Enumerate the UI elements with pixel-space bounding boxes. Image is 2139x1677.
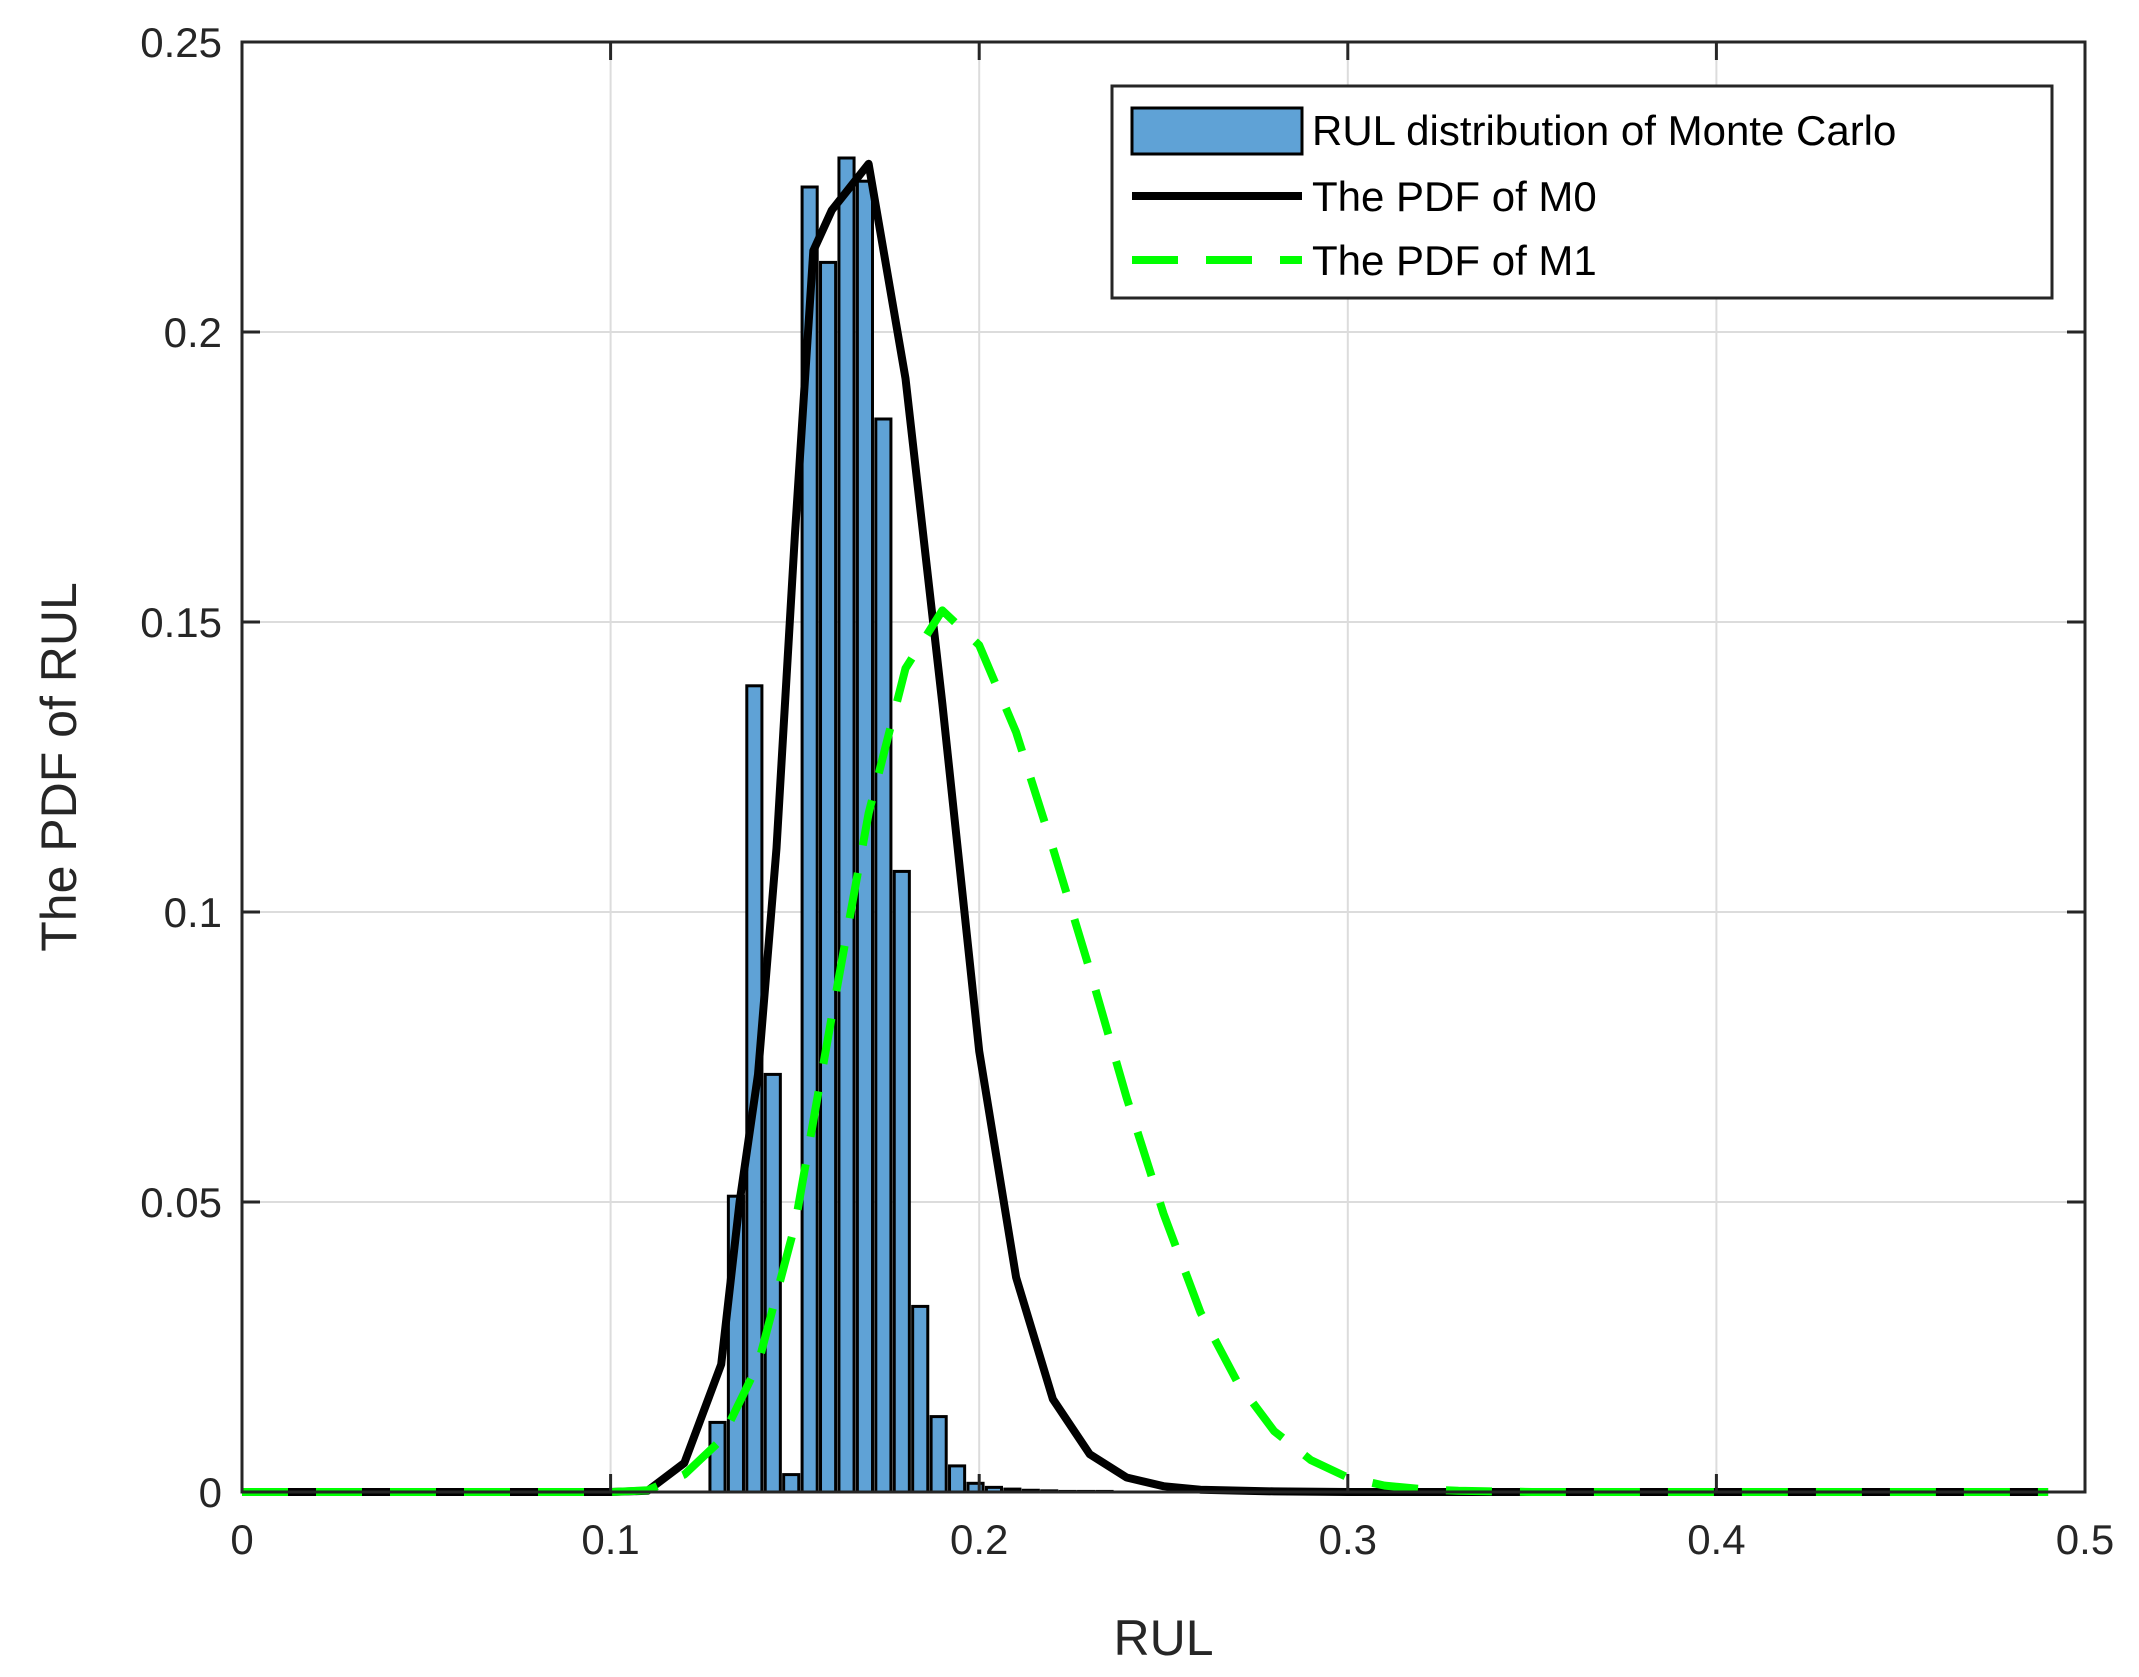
histogram-bar — [763, 1072, 782, 1494]
x-tick-label: 0 — [230, 1516, 253, 1563]
x-axis-label: RUL — [1113, 1610, 1213, 1666]
legend-label-histogram: RUL distribution of Monte Carlo — [1312, 107, 1896, 154]
legend-swatch-histogram — [1130, 106, 1304, 156]
grid-lines — [242, 42, 2085, 1492]
y-tick-label: 0.05 — [140, 1179, 222, 1226]
histogram-bar — [911, 1304, 930, 1494]
y-tick-label: 0.1 — [164, 889, 222, 936]
pdf-curve-m1 — [242, 606, 2049, 1496]
histogram-bar — [837, 156, 856, 1494]
x-tick-label: 0.4 — [1687, 1516, 1745, 1563]
legend: RUL distribution of Monte Carlo The PDF … — [1110, 84, 2054, 300]
histogram-bar — [892, 869, 911, 1494]
y-tick-label: 0 — [199, 1469, 222, 1516]
histogram-bar — [929, 1415, 948, 1494]
histogram-bar — [782, 1473, 801, 1494]
x-tick-label: 0.2 — [950, 1516, 1008, 1563]
histogram-bar — [708, 1420, 727, 1494]
x-tick-label: 0.3 — [1319, 1516, 1377, 1563]
axis-ticks: 0 0.1 0.2 0.3 0.4 0.5 0 0.05 0.1 0.15 0.2 0.25 — [140, 19, 2114, 1563]
y-axis-label: The PDF of RUL — [31, 582, 87, 952]
legend-label-m1: The PDF of M1 — [1312, 237, 1597, 284]
y-tick-label: 0.15 — [140, 599, 222, 646]
x-tick-label: 0.1 — [581, 1516, 639, 1563]
histogram-bar — [874, 417, 893, 1494]
histogram-bar — [819, 260, 838, 1494]
legend-label-m0: The PDF of M0 — [1312, 173, 1597, 220]
y-tick-label: 0.2 — [164, 309, 222, 356]
axes-frame — [240, 40, 2087, 1494]
x-tick-label: 0.5 — [2056, 1516, 2114, 1563]
histogram-bar — [948, 1464, 967, 1494]
y-tick-label: 0.25 — [140, 19, 222, 66]
